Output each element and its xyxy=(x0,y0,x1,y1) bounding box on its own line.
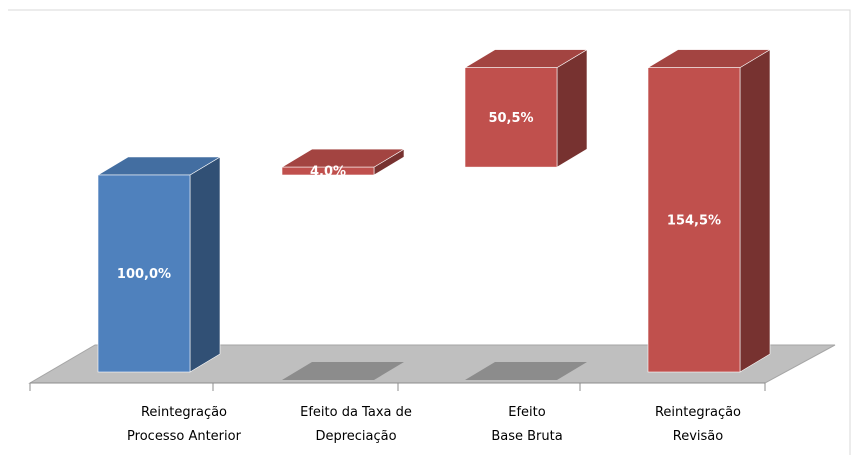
bar-shadow xyxy=(282,362,404,380)
bar xyxy=(280,148,406,380)
bar-front xyxy=(647,67,741,373)
value-label: 4,0% xyxy=(310,165,346,180)
x-tick-label: Efeito Base Bruta xyxy=(491,405,562,444)
bar xyxy=(96,156,222,373)
bar-front xyxy=(464,67,558,168)
bar xyxy=(646,49,772,373)
x-tick-label: Efeito da Taxa de Depreciação xyxy=(300,405,412,444)
x-tick-label: Reintegração Revisão xyxy=(655,405,741,444)
bar xyxy=(463,49,589,380)
bar-side xyxy=(739,49,771,373)
value-label: 100,0% xyxy=(117,267,171,282)
bar-front xyxy=(281,166,375,176)
value-label: 154,5% xyxy=(667,213,721,228)
bar-side xyxy=(189,156,221,373)
x-tick-label: Reintegração Processo Anterior xyxy=(127,405,242,444)
bar-side xyxy=(556,49,588,168)
value-label: 50,5% xyxy=(488,111,533,126)
bar-shadow xyxy=(465,362,587,380)
bar-front xyxy=(97,174,191,373)
frame xyxy=(8,9,851,455)
